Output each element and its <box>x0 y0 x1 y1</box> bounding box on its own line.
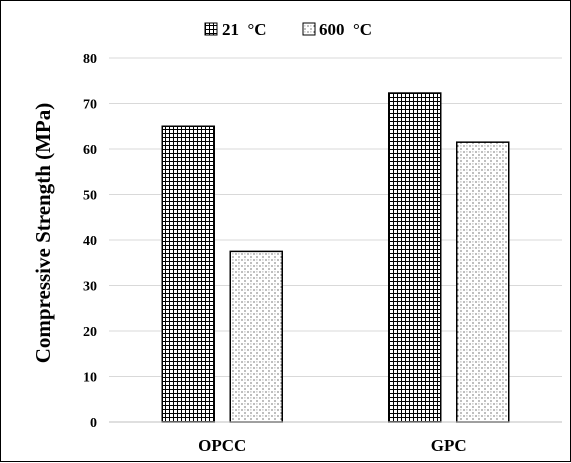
x-category-label: OPCC <box>198 436 246 455</box>
legend: 21 °C 600 °C <box>204 20 372 39</box>
y-axis-title: Compressive Strength (MPa) <box>31 103 55 364</box>
legend-swatch-600c <box>302 22 316 36</box>
legend-label-600c: 600 °C <box>319 20 372 39</box>
bars <box>161 92 510 423</box>
y-tick-label: 40 <box>83 234 97 249</box>
y-tick-label: 60 <box>83 143 97 158</box>
y-tick-label: 50 <box>83 189 97 204</box>
legend-swatch-21c <box>204 22 218 36</box>
y-tick-label: 0 <box>90 416 97 431</box>
bar-gpc-series-2 <box>456 141 510 423</box>
y-tick-label: 10 <box>83 371 97 386</box>
y-tick-label: 30 <box>83 280 97 295</box>
bar-gpc-series-1 <box>388 92 442 423</box>
y-tick-labels: 0 10 20 30 40 50 60 70 80 <box>83 52 97 431</box>
bar-opcc-series-1 <box>161 125 215 423</box>
y-tick-label: 20 <box>83 325 97 340</box>
category-labels: OPCC GPC <box>198 436 467 455</box>
x-category-label: GPC <box>431 436 467 455</box>
y-tick-label: 70 <box>83 98 97 113</box>
legend-label-21c: 21 °C <box>222 20 267 39</box>
y-tick-label: 80 <box>83 52 97 67</box>
bar-opcc-series-2 <box>229 250 283 423</box>
